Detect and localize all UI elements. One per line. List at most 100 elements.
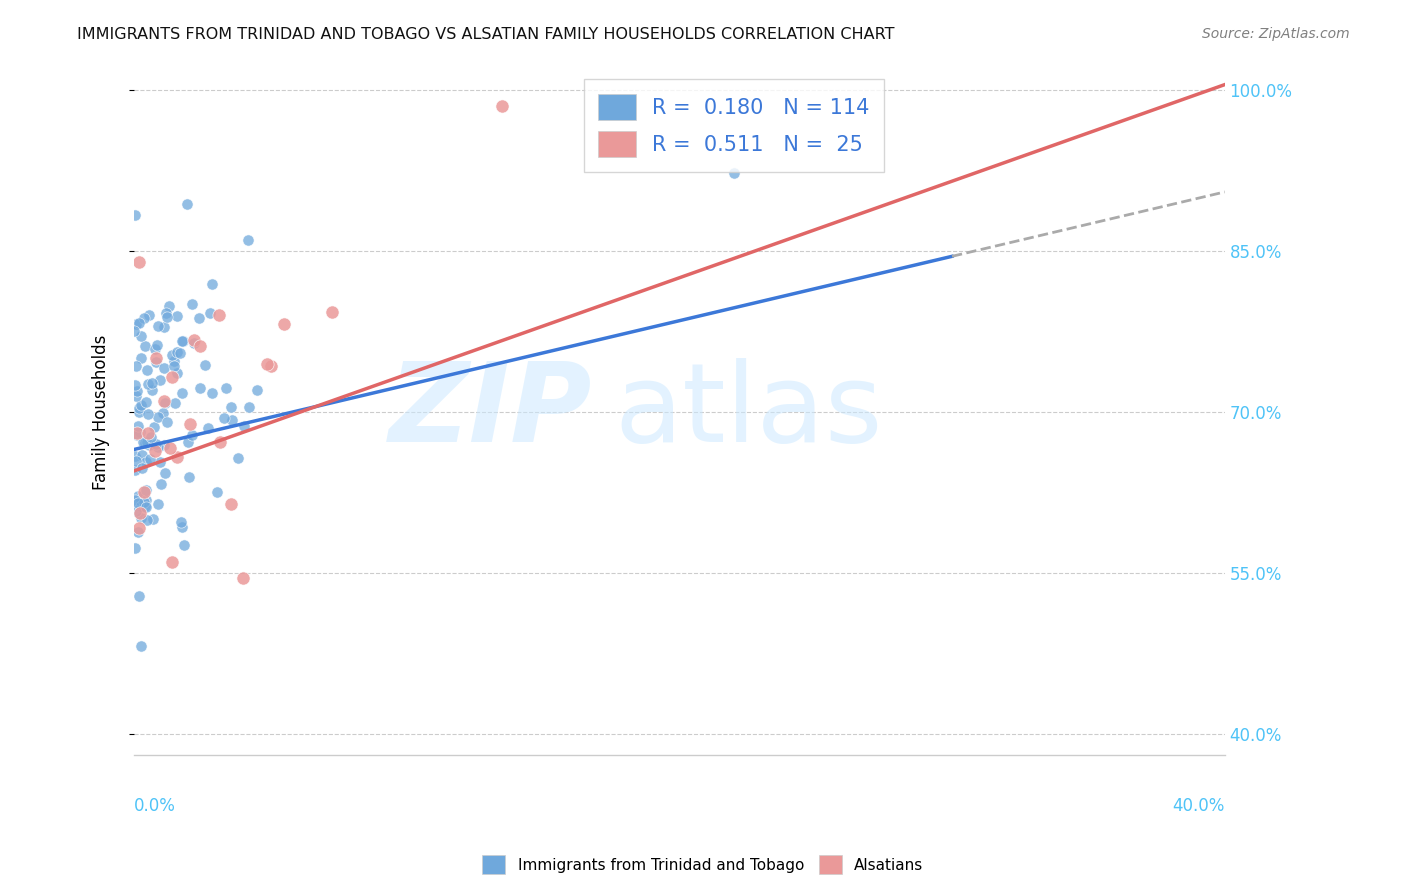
Point (127, 496, 149, 510)
Point (170, 515, 193, 529)
Point (232, 571, 254, 585)
Point (128, 521, 150, 535)
Text: IMMIGRANTS FROM TRINIDAD AND TOBAGO VS ALSATIAN FAMILY HOUSEHOLDS CORRELATION CH: IMMIGRANTS FROM TRINIDAD AND TOBAGO VS A… (77, 27, 894, 42)
Point (145, 355, 167, 369)
Point (125, 389, 148, 403)
Point (163, 396, 186, 410)
Point (129, 398, 152, 412)
Point (128, 405, 150, 419)
Point (169, 345, 191, 359)
Point (135, 483, 157, 497)
Point (134, 339, 156, 353)
Point (148, 440, 170, 454)
Point (135, 493, 157, 508)
Point (145, 436, 167, 450)
Point (125, 453, 148, 467)
Text: 0.0%: 0.0% (134, 797, 176, 814)
Point (219, 497, 242, 511)
Point (143, 343, 166, 357)
Point (238, 233, 260, 247)
Point (141, 383, 163, 397)
Point (149, 477, 172, 491)
Point (136, 363, 159, 377)
Point (124, 463, 146, 477)
Point (212, 410, 235, 425)
Point (197, 421, 219, 435)
Point (256, 358, 278, 372)
Y-axis label: Family Households: Family Households (93, 334, 110, 490)
Point (273, 317, 295, 331)
Point (127, 419, 149, 434)
Point (128, 317, 150, 331)
Point (138, 438, 160, 452)
Point (131, 460, 153, 475)
Point (173, 538, 195, 552)
Point (172, 520, 194, 534)
Point (128, 254, 150, 268)
Point (166, 345, 188, 359)
Point (139, 451, 162, 466)
Point (122, 324, 145, 338)
Legend: Immigrants from Trinidad and Tobago, Alsatians: Immigrants from Trinidad and Tobago, Als… (477, 849, 929, 880)
Point (188, 339, 211, 353)
Point (215, 381, 238, 395)
Point (145, 351, 167, 366)
Point (141, 430, 163, 444)
Point (166, 367, 188, 381)
Point (166, 450, 188, 464)
Point (172, 386, 194, 401)
Point (321, 305, 343, 319)
Point (238, 400, 260, 414)
Point (181, 296, 204, 310)
Point (128, 401, 150, 415)
Point (134, 494, 156, 508)
Point (162, 370, 184, 384)
Point (125, 504, 148, 518)
Legend: R =  0.180   N = 114, R =  0.511   N =  25: R = 0.180 N = 114, R = 0.511 N = 25 (583, 78, 884, 172)
Point (200, 306, 222, 320)
Point (153, 394, 176, 409)
Point (153, 438, 176, 452)
Point (201, 385, 224, 400)
Point (180, 428, 202, 442)
Point (152, 406, 174, 420)
Point (172, 334, 194, 348)
Point (138, 308, 160, 322)
Point (491, 99, 513, 113)
Point (124, 449, 146, 463)
Point (125, 384, 148, 398)
Point (221, 413, 243, 427)
Point (159, 441, 181, 455)
Point (163, 359, 186, 373)
Point (132, 484, 155, 499)
Point (179, 470, 201, 484)
Point (142, 420, 165, 434)
Point (208, 308, 231, 322)
Point (183, 335, 205, 350)
Point (146, 497, 169, 511)
Point (179, 417, 201, 431)
Text: atlas: atlas (614, 359, 883, 466)
Point (129, 506, 152, 520)
Point (127, 524, 149, 539)
Point (138, 407, 160, 421)
Point (183, 333, 205, 347)
Point (124, 208, 146, 222)
Point (141, 376, 163, 391)
Point (226, 450, 249, 465)
Point (149, 455, 172, 469)
Point (153, 395, 176, 409)
Point (135, 454, 157, 468)
Point (129, 639, 152, 653)
Point (129, 425, 152, 440)
Point (172, 334, 194, 348)
Point (135, 513, 157, 527)
Point (201, 277, 224, 292)
Point (156, 310, 179, 324)
Point (143, 444, 166, 458)
Point (129, 351, 152, 365)
Point (129, 499, 152, 513)
Point (246, 383, 269, 397)
Point (155, 306, 177, 320)
Text: 40.0%: 40.0% (1173, 797, 1225, 814)
